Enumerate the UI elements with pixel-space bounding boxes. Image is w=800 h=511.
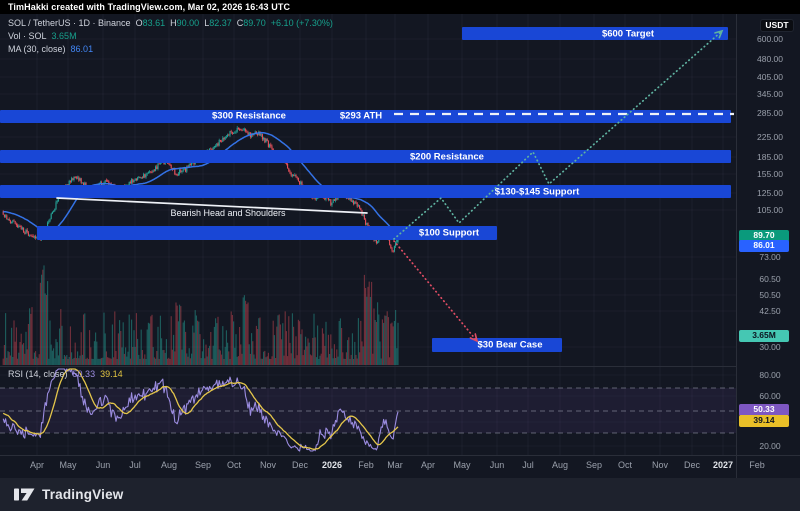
time-tick-label: Nov [259, 460, 276, 470]
time-tick-label: Jul [129, 460, 141, 470]
time-tick-label: Jul [522, 460, 534, 470]
rsi-legend[interactable]: RSI (14, close) 50.33 39.14 [8, 369, 123, 379]
time-tick-label: Feb [749, 460, 765, 470]
level-band[interactable]: $100 Support [37, 226, 497, 240]
time-tick-label: Dec [683, 460, 700, 470]
level-band-label: $600 Target [601, 28, 655, 39]
price-tick-label: 60.50 [759, 274, 781, 284]
time-tick-label: Jun [489, 460, 505, 470]
legend-ma-row[interactable]: MA (30, close) 86.01 [8, 43, 333, 56]
price-tick-label: 105.00 [757, 205, 783, 215]
ath-label: $293 ATH [339, 110, 383, 122]
currency-toggle-button[interactable]: USDT [760, 19, 794, 32]
time-tick-label: Sep [194, 460, 211, 470]
time-tick-label: Jun [95, 460, 111, 470]
price-tick-label: 20.00 [759, 441, 781, 451]
change-value: +6.10 (+7.30%) [270, 18, 333, 28]
pattern-label[interactable]: Bearish Head and Shoulders [170, 208, 285, 218]
time-tick-label: May [59, 460, 77, 470]
price-tick-label: 600.00 [757, 34, 783, 44]
price-tick-label: 80.00 [759, 370, 781, 380]
level-band[interactable]: $200 Resistance [0, 150, 731, 163]
level-band[interactable]: $300 Resistance $293 ATH [0, 110, 731, 123]
price-badge: 86.01 [739, 240, 789, 252]
open-value: 83.61 [142, 18, 166, 28]
pane-divider[interactable] [0, 366, 736, 367]
close-value: 89.70 [243, 18, 266, 28]
legend[interactable]: SOL / TetherUS · 1D · Binance O83.61 H90… [8, 17, 333, 56]
rsi-ma-value: 39.14 [100, 369, 123, 379]
price-badge: 3.65M [739, 330, 789, 342]
price-tick-label: 345.00 [757, 89, 783, 99]
price-tick-label: 480.00 [757, 54, 783, 64]
symbol-title[interactable]: SOL / TetherUS · 1D · Binance [8, 18, 131, 28]
tradingview-brand[interactable]: TradingView [42, 487, 124, 502]
high-label: H [170, 18, 177, 28]
time-tick-label: Sep [585, 460, 602, 470]
price-tick-label: 60.00 [759, 391, 781, 401]
level-band[interactable]: $600 Target [462, 27, 728, 40]
time-tick-label: Apr [29, 460, 44, 470]
low-label: L [204, 18, 210, 28]
legend-symbol-row[interactable]: SOL / TetherUS · 1D · Binance O83.61 H90… [8, 17, 333, 30]
time-tick-label: Aug [551, 460, 568, 470]
price-tick-label: 185.00 [757, 152, 783, 162]
tradingview-logo-icon[interactable] [14, 485, 35, 504]
price-tick-label: 285.00 [757, 108, 783, 118]
time-tick-label: 2027 [712, 460, 734, 470]
time-tick-label: Dec [291, 460, 308, 470]
volume-value: 3.65M [51, 31, 77, 41]
time-tick-label: Nov [651, 460, 668, 470]
time-tick-label: May [453, 460, 471, 470]
price-tick-label: 42.50 [759, 306, 781, 316]
open-label: O [135, 18, 143, 28]
rsi-value: 50.33 [72, 369, 96, 379]
legend-volume-row[interactable]: Vol · SOL 3.65M [8, 30, 333, 43]
attribution-bar: TimHakki created with TradingView.com, M… [0, 0, 800, 14]
time-tick-label: Oct [617, 460, 632, 470]
time-tick-label: 2026 [321, 460, 343, 470]
level-band-label: $300 Resistance [212, 110, 286, 122]
price-tick-label: 155.00 [757, 169, 783, 179]
close-label: C [236, 18, 244, 28]
ma-value: 86.01 [70, 44, 94, 54]
level-band[interactable]: $30 Bear Case [432, 338, 562, 352]
price-tick-label: 405.00 [757, 72, 783, 82]
time-tick-label: Mar [387, 460, 403, 470]
time-tick-label: Oct [226, 460, 241, 470]
level-band-label: $200 Resistance [410, 151, 484, 162]
level-band-label: $130-$145 Support [494, 186, 580, 197]
pattern-label-text: Bearish Head and Shoulders [170, 208, 286, 218]
time-tick-label: Apr [420, 460, 435, 470]
level-band-label: $30 Bear Case [477, 339, 543, 351]
time-axis-divider [0, 455, 800, 456]
footer-bar: TradingView [0, 478, 800, 511]
time-tick-label: Aug [160, 460, 177, 470]
level-band-label: $100 Support [418, 227, 480, 239]
price-tick-label: 125.00 [757, 188, 783, 198]
low-value: 82.37 [209, 18, 232, 28]
price-badge: 50.33 [739, 404, 789, 416]
price-tick-label: 73.00 [759, 252, 781, 262]
time-tick-label: Feb [358, 460, 374, 470]
high-value: 90.00 [176, 18, 200, 28]
price-tick-label: 225.00 [757, 132, 783, 142]
rsi-title: RSI (14, close) [8, 369, 68, 379]
ma-label: MA (30, close) [8, 44, 66, 54]
price-tick-label: 30.00 [759, 342, 781, 352]
attribution-text: TimHakki created with TradingView.com, M… [8, 2, 291, 12]
level-band[interactable]: $130-$145 Support [0, 185, 731, 198]
price-badge: 39.14 [739, 415, 789, 427]
price-axis-divider[interactable] [736, 14, 737, 478]
price-tick-label: 50.50 [759, 290, 781, 300]
price-badge: 89.70 [739, 230, 789, 242]
volume-label: Vol · SOL [8, 31, 47, 41]
